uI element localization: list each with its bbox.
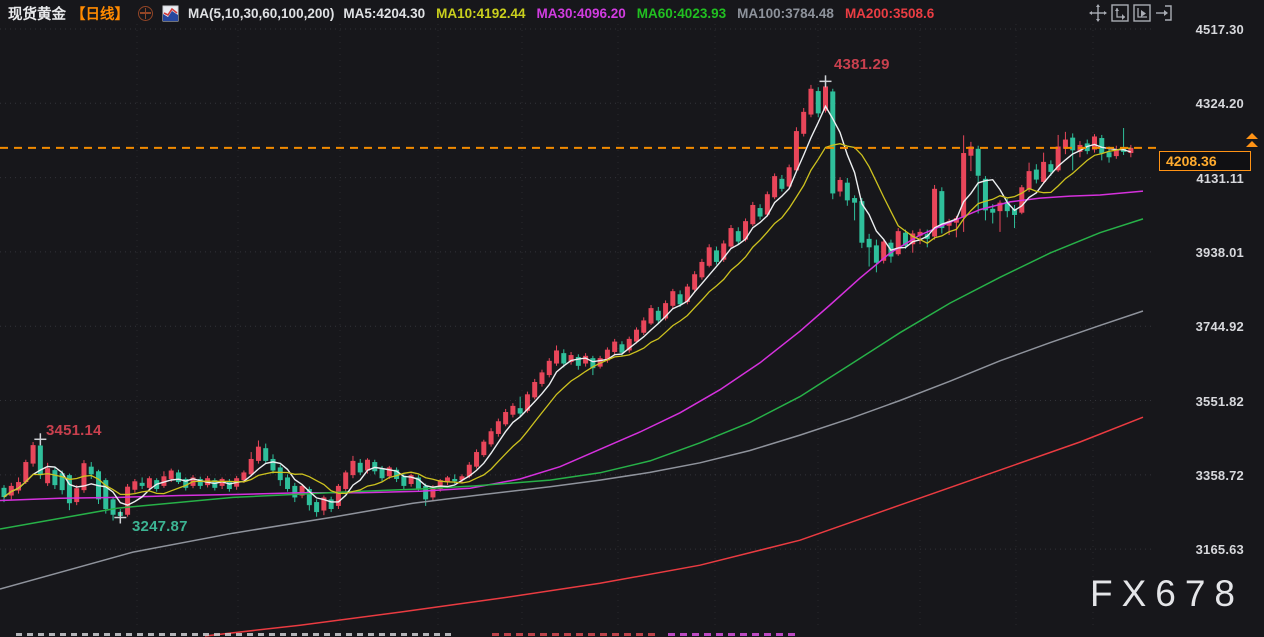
ma-params-label[interactable]: MA(5,10,30,60,100,200) [188,5,335,21]
cutoff-text-magenta [668,633,798,636]
axis-label: 3358.72 [1195,467,1244,483]
extreme-markers-layer [34,75,832,524]
fx678-watermark: FX678 [1089,573,1244,614]
swing-low-label: 3247.87 [132,518,188,535]
axis-label: 4517.30 [1195,22,1244,37]
ma-value: MA30:4096.20 [536,5,626,21]
symbol-title: 现货黄金 [8,6,66,23]
ma-line-ma100 [0,310,1144,590]
high-price-label: 4381.29 [834,56,890,73]
cutoff-text-red [492,633,660,636]
ma-short-layer [3,104,1132,506]
current-price-tag: 4208.36 [1159,150,1251,171]
cutoff-text-white [16,633,456,636]
ma-value: MA100:3784.48 [737,5,834,21]
ma-value: MA5:4204.30 [343,5,426,21]
ma-values-group: MA5:4204.30 MA10:4192.44 MA30:4096.20 MA60:… [343,6,934,21]
pan-right-icon[interactable] [1155,4,1173,22]
axis-label: 3165.63 [1195,542,1244,558]
chart-toolbar [1089,4,1173,22]
grid-layer [0,24,1154,630]
current-price-value: 4208.36 [1166,152,1217,169]
ma-value: MA10:4192.44 [436,5,526,21]
ma-line-ma200 [204,416,1144,637]
mini-chart-icon[interactable] [162,5,179,22]
globe-plus-icon[interactable] [138,5,153,21]
swing-high-label: 3451.14 [46,422,102,439]
ma-line-ma10 [3,143,1131,498]
axis-label: 3551.82 [1195,393,1244,409]
axis-label: 4131.11 [1196,170,1244,186]
axis-label: 3744.92 [1195,319,1244,335]
cutoff-text-strip [0,632,1264,637]
ma-line-ma60 [0,218,1144,530]
ma-line-ma5 [3,104,1132,506]
axis-scale-left-icon[interactable] [1111,4,1129,22]
price-up-arrow-icon [1246,132,1258,139]
axis-scale-play-icon[interactable] [1133,4,1151,22]
period-tag[interactable]: 【日线】 [71,6,129,23]
axis-label: 3938.01 [1195,244,1244,260]
ma-value: MA200:3508.6 [844,5,935,21]
ma-value: MA60:4023.93 [636,5,727,21]
ma-line-ma30 [0,190,1144,502]
ma-long-layer [0,190,1144,637]
chart-header: 现货黄金 【日线】 MA(5,10,30,60,100,200) MA5:420… [8,3,934,23]
price-up-arrow-icon [1246,140,1258,147]
axis-label: 4324.20 [1195,96,1244,112]
crosshair-pan-icon[interactable] [1089,4,1107,22]
